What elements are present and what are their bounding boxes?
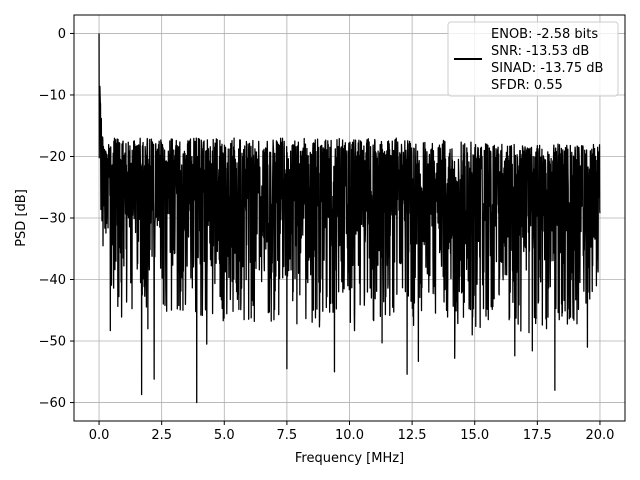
x-axis-title: Frequency [MHz] bbox=[295, 451, 404, 466]
y-tick-label: −20 bbox=[39, 150, 66, 165]
x-axis-ticks: 0.0 2.5 5.0 7.5 10.0 12.5 15.0 17.5 20.0 bbox=[89, 421, 614, 443]
y-tick-label: −10 bbox=[39, 88, 66, 103]
y-tick-label: −50 bbox=[39, 335, 66, 350]
x-tick-label: 12.5 bbox=[398, 428, 427, 443]
x-tick-label: 15.0 bbox=[460, 428, 489, 443]
y-tick-label: 0 bbox=[58, 27, 66, 42]
x-tick-label: 10.0 bbox=[335, 428, 364, 443]
y-tick-label: −30 bbox=[39, 212, 66, 227]
x-tick-label: 7.5 bbox=[277, 428, 298, 443]
legend-enob: ENOB: -2.58 bits bbox=[491, 27, 598, 42]
legend: ENOB: -2.58 bits SNR: -13.53 dB SINAD: -… bbox=[447, 21, 619, 97]
x-tick-label: 2.5 bbox=[151, 428, 172, 443]
legend-sfdr: SFDR: 0.55 bbox=[491, 78, 563, 93]
x-tick-label: 20.0 bbox=[585, 428, 614, 443]
legend-snr: SNR: -13.53 dB bbox=[491, 44, 589, 59]
psd-trace bbox=[98, 33, 601, 404]
x-tick-label: 17.5 bbox=[523, 428, 552, 443]
legend-sinad: SINAD: -13.75 dB bbox=[491, 61, 603, 76]
y-tick-label: −40 bbox=[39, 273, 66, 288]
y-tick-label: −60 bbox=[39, 396, 66, 411]
y-axis-title: PSD [dB] bbox=[14, 189, 29, 247]
x-tick-label: 5.0 bbox=[214, 428, 235, 443]
series-psd bbox=[98, 33, 601, 404]
y-axis-ticks: 0 −10 −20 −30 −40 −50 −60 bbox=[39, 27, 74, 411]
legend-box bbox=[447, 21, 619, 97]
x-tick-label: 0.0 bbox=[89, 428, 110, 443]
